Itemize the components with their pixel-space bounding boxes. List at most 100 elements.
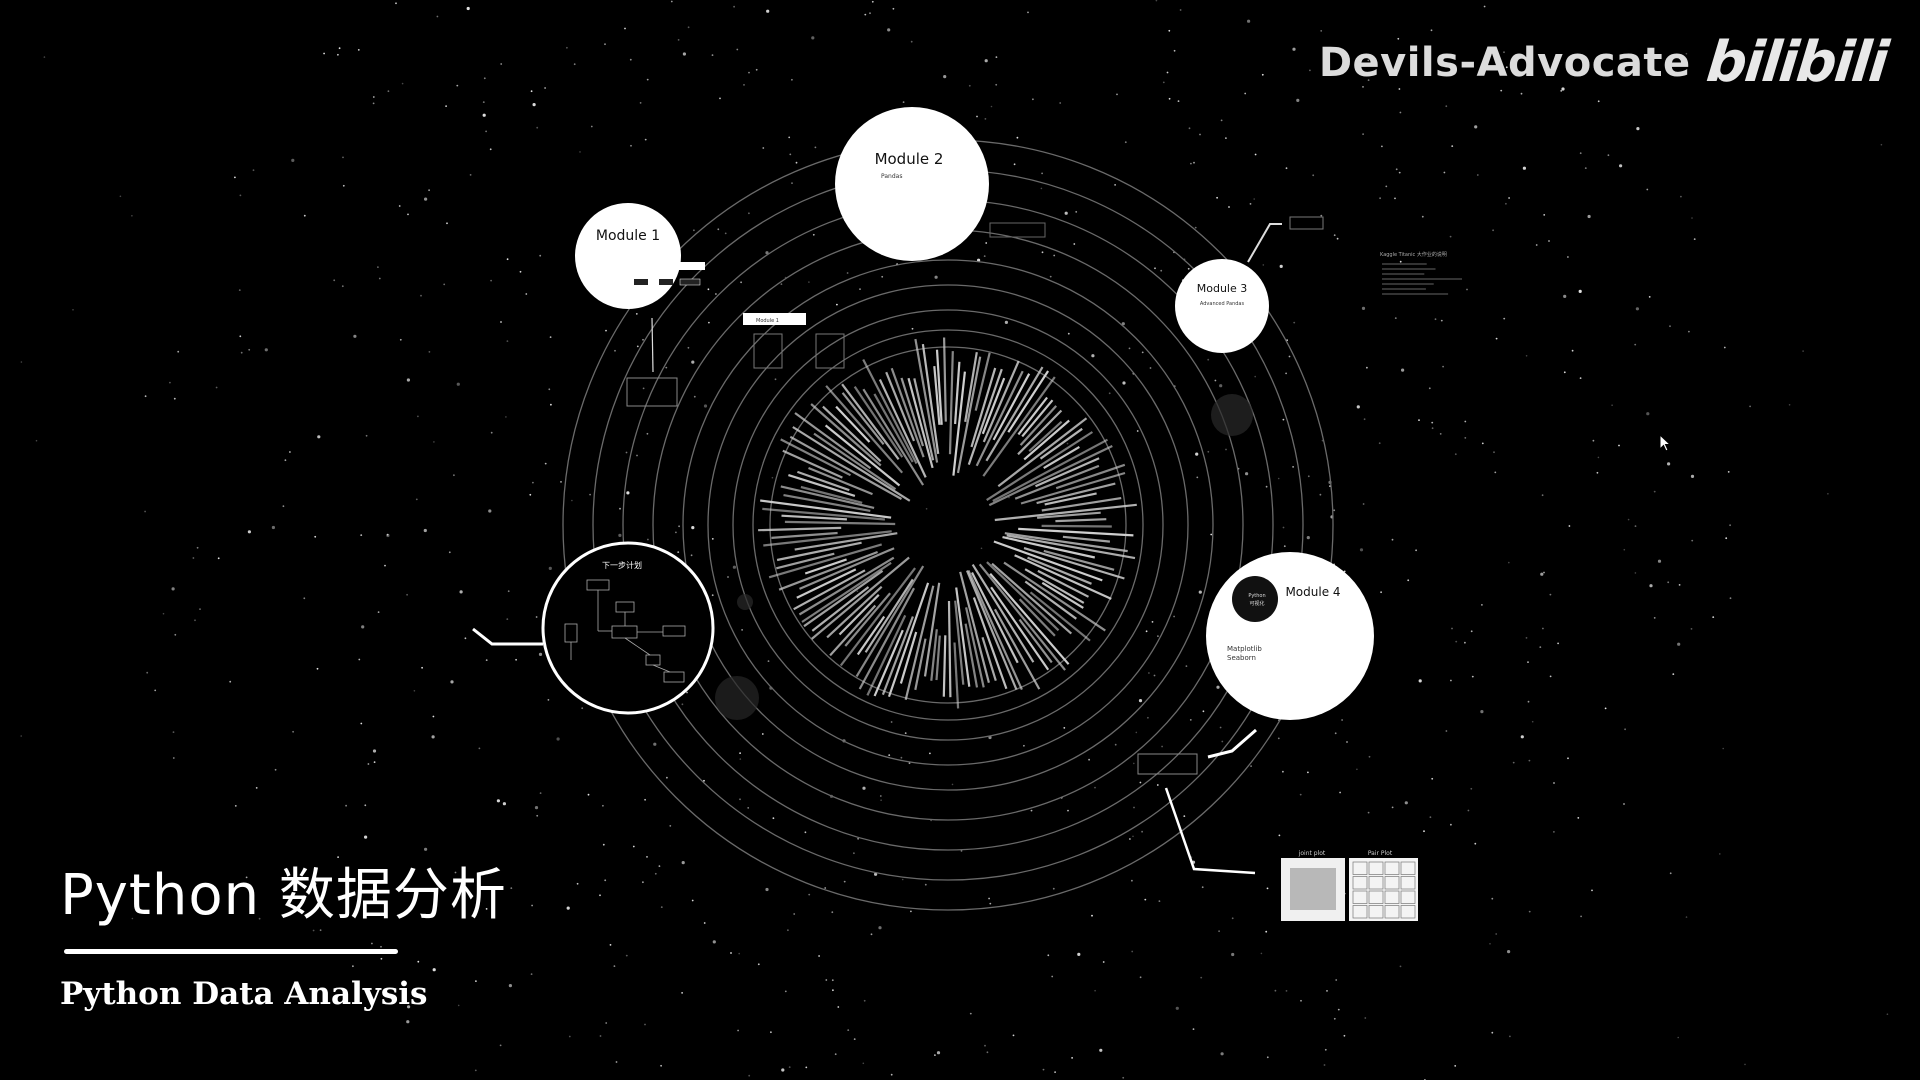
star [1667, 581, 1670, 584]
burst-ray [760, 499, 892, 519]
burst-ray [794, 412, 872, 470]
star [1529, 59, 1532, 62]
star [1030, 809, 1033, 812]
star [1690, 474, 1695, 478]
star [544, 87, 546, 89]
star [1121, 322, 1125, 326]
next-plan-node[interactable]: 下一步计划 [541, 541, 715, 715]
star [811, 36, 815, 40]
star [1527, 700, 1530, 703]
star [976, 115, 978, 118]
star [245, 876, 248, 879]
burst-ray [1043, 445, 1080, 470]
star [536, 126, 539, 129]
star [1491, 897, 1494, 900]
star [1335, 979, 1338, 981]
star [1148, 672, 1150, 674]
burst-ray [778, 550, 878, 591]
thumbnail-pair-plot[interactable]: Pair Plot [1349, 850, 1418, 921]
star [1135, 731, 1138, 734]
star [934, 1054, 936, 1056]
star [1244, 92, 1247, 95]
module-3-node[interactable]: Module 3 Advanced Pandas [1175, 259, 1269, 353]
star [1201, 886, 1204, 889]
star [1183, 815, 1186, 817]
next-plan-circle[interactable] [541, 541, 715, 715]
star [787, 929, 789, 932]
star [1190, 162, 1192, 165]
burst-ray [858, 587, 915, 690]
star [1361, 306, 1366, 310]
star [1282, 418, 1285, 421]
pair-cell [1352, 861, 1368, 875]
star [1584, 167, 1587, 170]
star [1320, 214, 1323, 217]
star [469, 174, 472, 176]
star [1260, 952, 1263, 955]
star [1571, 349, 1574, 352]
module-3-circle[interactable] [1175, 259, 1269, 353]
star [1481, 604, 1483, 606]
star [609, 944, 612, 946]
burst-ray [853, 385, 904, 458]
star [681, 992, 683, 994]
module-2-node[interactable]: Module 2 Pandas [835, 107, 989, 261]
burst-ray [971, 564, 1035, 663]
star [864, 13, 867, 16]
star [337, 53, 339, 56]
star [1445, 105, 1448, 108]
burst-ray [1041, 497, 1122, 512]
burst-ray [997, 417, 1088, 488]
star [774, 378, 777, 381]
burst-ray [1044, 492, 1097, 506]
star [20, 361, 23, 363]
star [1196, 476, 1199, 479]
star [1166, 71, 1169, 74]
burst-ray [1028, 420, 1063, 453]
star [693, 229, 695, 232]
star [377, 266, 379, 268]
star [1339, 791, 1341, 794]
star [1307, 475, 1310, 478]
star [144, 395, 147, 398]
star [358, 658, 361, 661]
star [1528, 910, 1531, 913]
module-3-tag [1289, 216, 1324, 230]
star [1685, 916, 1688, 918]
star [377, 611, 380, 613]
star [173, 397, 176, 400]
module-4-node[interactable]: Python 可视化 Module 4 Matplotlib Seaborn [1206, 552, 1374, 720]
star [812, 233, 815, 236]
star [1341, 719, 1343, 721]
star [644, 138, 647, 141]
module-1-node[interactable]: Module 1 [575, 203, 705, 309]
star [1064, 211, 1068, 215]
star [1367, 79, 1370, 81]
star [1653, 490, 1656, 493]
burst-ray [866, 614, 907, 696]
star [1688, 330, 1690, 333]
star [1557, 642, 1559, 645]
burst-ray [797, 470, 850, 492]
module-4-table [1137, 753, 1198, 775]
star [446, 222, 448, 225]
module-1-circle[interactable] [575, 203, 681, 309]
star [791, 182, 793, 185]
star [1527, 661, 1529, 663]
burst-ray [862, 388, 925, 486]
mini-card [753, 333, 783, 369]
module-4-circle[interactable] [1206, 552, 1374, 720]
star [1483, 5, 1486, 8]
burst-ray [1023, 419, 1070, 461]
star [869, 12, 871, 15]
star [274, 768, 277, 771]
star [590, 125, 593, 128]
module-2-circle[interactable] [835, 107, 989, 261]
star [314, 535, 317, 538]
star [1391, 538, 1394, 541]
star [43, 56, 46, 58]
star [1725, 537, 1728, 540]
star [1464, 437, 1467, 439]
thumbnail-joint-plot[interactable]: joint plot [1281, 850, 1345, 921]
